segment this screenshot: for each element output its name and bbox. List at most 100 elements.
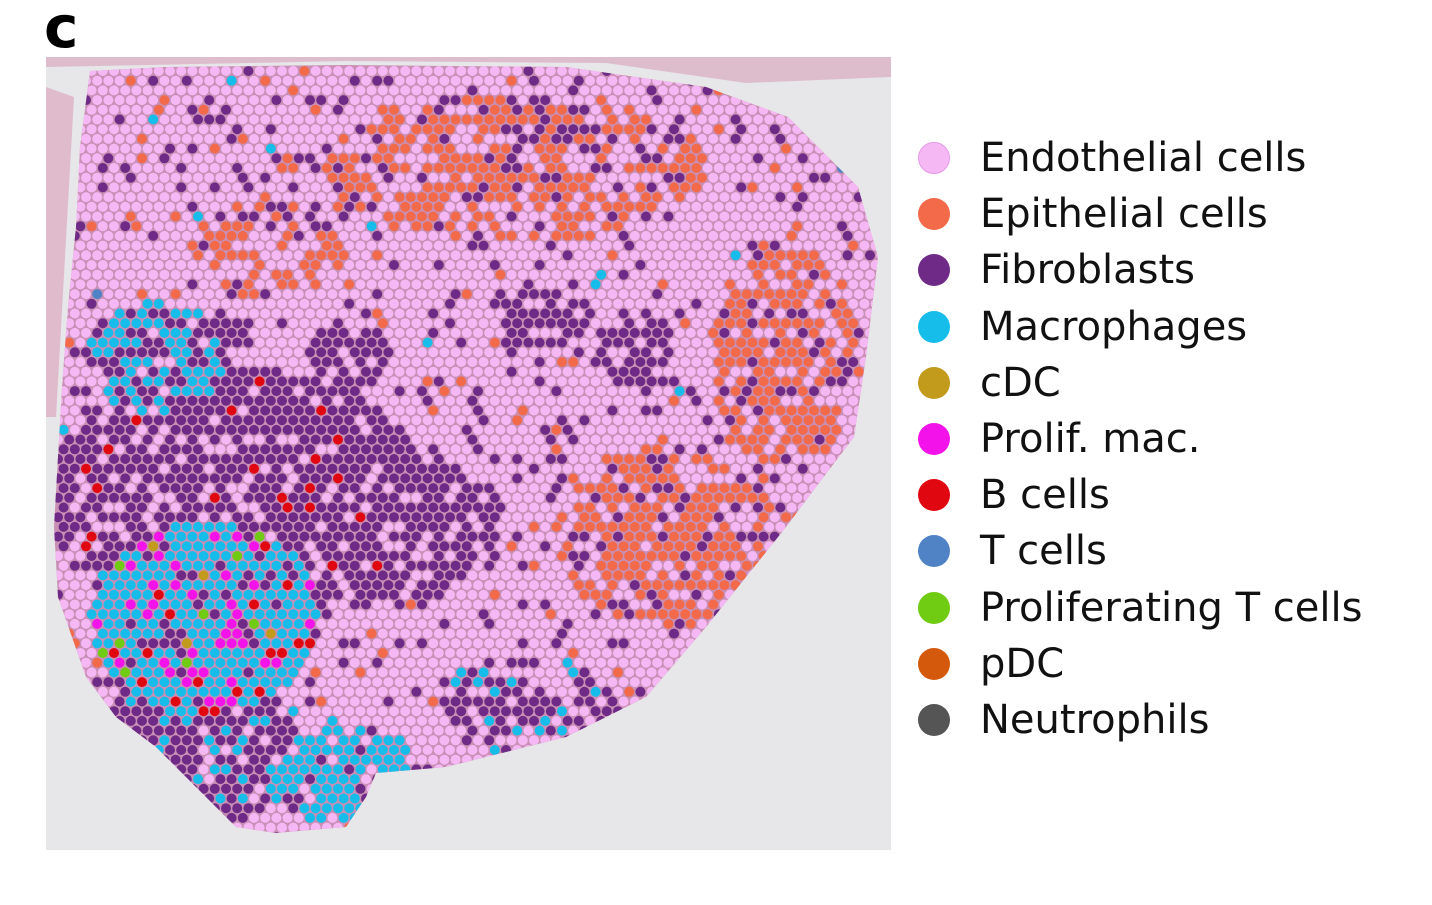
spot: [260, 580, 271, 591]
spot: [613, 686, 623, 697]
spot: [327, 308, 338, 319]
spot: [663, 521, 674, 532]
panel-label: c: [44, 0, 79, 61]
spot: [372, 677, 383, 688]
spot: [534, 609, 545, 620]
spot: [170, 75, 181, 86]
spot: [685, 133, 696, 144]
spot: [349, 153, 360, 164]
spot: [69, 521, 80, 532]
spot: [260, 172, 271, 183]
spot: [730, 541, 741, 552]
spot: [204, 696, 215, 707]
spot: [652, 560, 663, 571]
spot: [764, 521, 775, 532]
spot: [859, 260, 870, 270]
spot: [64, 512, 75, 523]
spot: [103, 366, 114, 377]
spot: [725, 551, 735, 561]
spot: [137, 618, 147, 629]
spot: [534, 473, 545, 484]
spot: [377, 85, 388, 96]
spot: [333, 415, 343, 426]
spot: [64, 395, 75, 406]
spot: [277, 434, 287, 445]
spot: [618, 153, 629, 164]
spot: [221, 454, 231, 464]
spot: [467, 357, 478, 367]
spot: [305, 230, 315, 241]
spot: [338, 95, 349, 106]
spot: [495, 599, 506, 610]
spot: [221, 201, 231, 212]
spot: [747, 240, 758, 251]
spot: [557, 570, 567, 581]
spot: [433, 318, 444, 329]
spot: [512, 570, 523, 581]
spot: [125, 133, 136, 144]
spot: [590, 298, 601, 309]
spot: [613, 376, 623, 387]
spot: [277, 182, 287, 193]
spot: [176, 589, 187, 600]
spot: [260, 211, 271, 222]
spot: [282, 521, 293, 532]
spot: [187, 667, 198, 678]
spot: [562, 230, 573, 241]
spot: [473, 289, 483, 300]
spot: [394, 483, 405, 494]
spot: [215, 424, 226, 435]
spot: [271, 230, 282, 241]
spot: [596, 230, 607, 241]
spot: [573, 211, 584, 222]
spot: [148, 153, 159, 164]
spot: [646, 182, 657, 193]
spot: [170, 308, 181, 319]
spot: [142, 357, 153, 367]
spot: [394, 250, 405, 261]
spot: [394, 521, 405, 532]
spot: [226, 347, 237, 358]
spot: [501, 124, 511, 135]
spot: [568, 415, 579, 426]
spot: [260, 153, 271, 164]
spot: [411, 124, 422, 135]
spot: [624, 221, 635, 232]
spot: [377, 454, 388, 464]
spot: [405, 696, 416, 707]
spot: [293, 521, 304, 532]
spot: [288, 124, 299, 135]
spot: [461, 308, 472, 319]
spot: [523, 318, 534, 329]
spot: [786, 463, 797, 474]
spot: [176, 260, 187, 270]
spot: [747, 221, 758, 232]
spot: [254, 124, 265, 135]
spot: [691, 337, 702, 348]
spot: [702, 454, 713, 464]
spot: [232, 589, 243, 600]
spot: [674, 192, 685, 203]
spot: [86, 240, 97, 251]
spot: [277, 85, 287, 96]
spot: [377, 298, 388, 309]
spot: [708, 483, 719, 494]
spot: [573, 153, 584, 164]
spot: [540, 327, 551, 338]
spot: [366, 570, 377, 581]
spot: [450, 250, 461, 261]
spot: [652, 230, 663, 241]
spot: [254, 357, 265, 367]
spot: [215, 153, 226, 164]
spot: [562, 153, 573, 164]
spot: [69, 289, 80, 300]
spot: [254, 434, 265, 445]
spot: [310, 85, 321, 96]
spot: [809, 424, 819, 435]
spot: [316, 153, 327, 164]
spot: [629, 483, 640, 494]
spot: [316, 269, 327, 280]
spot: [691, 434, 702, 445]
spot: [478, 182, 489, 193]
spot: [601, 201, 612, 212]
